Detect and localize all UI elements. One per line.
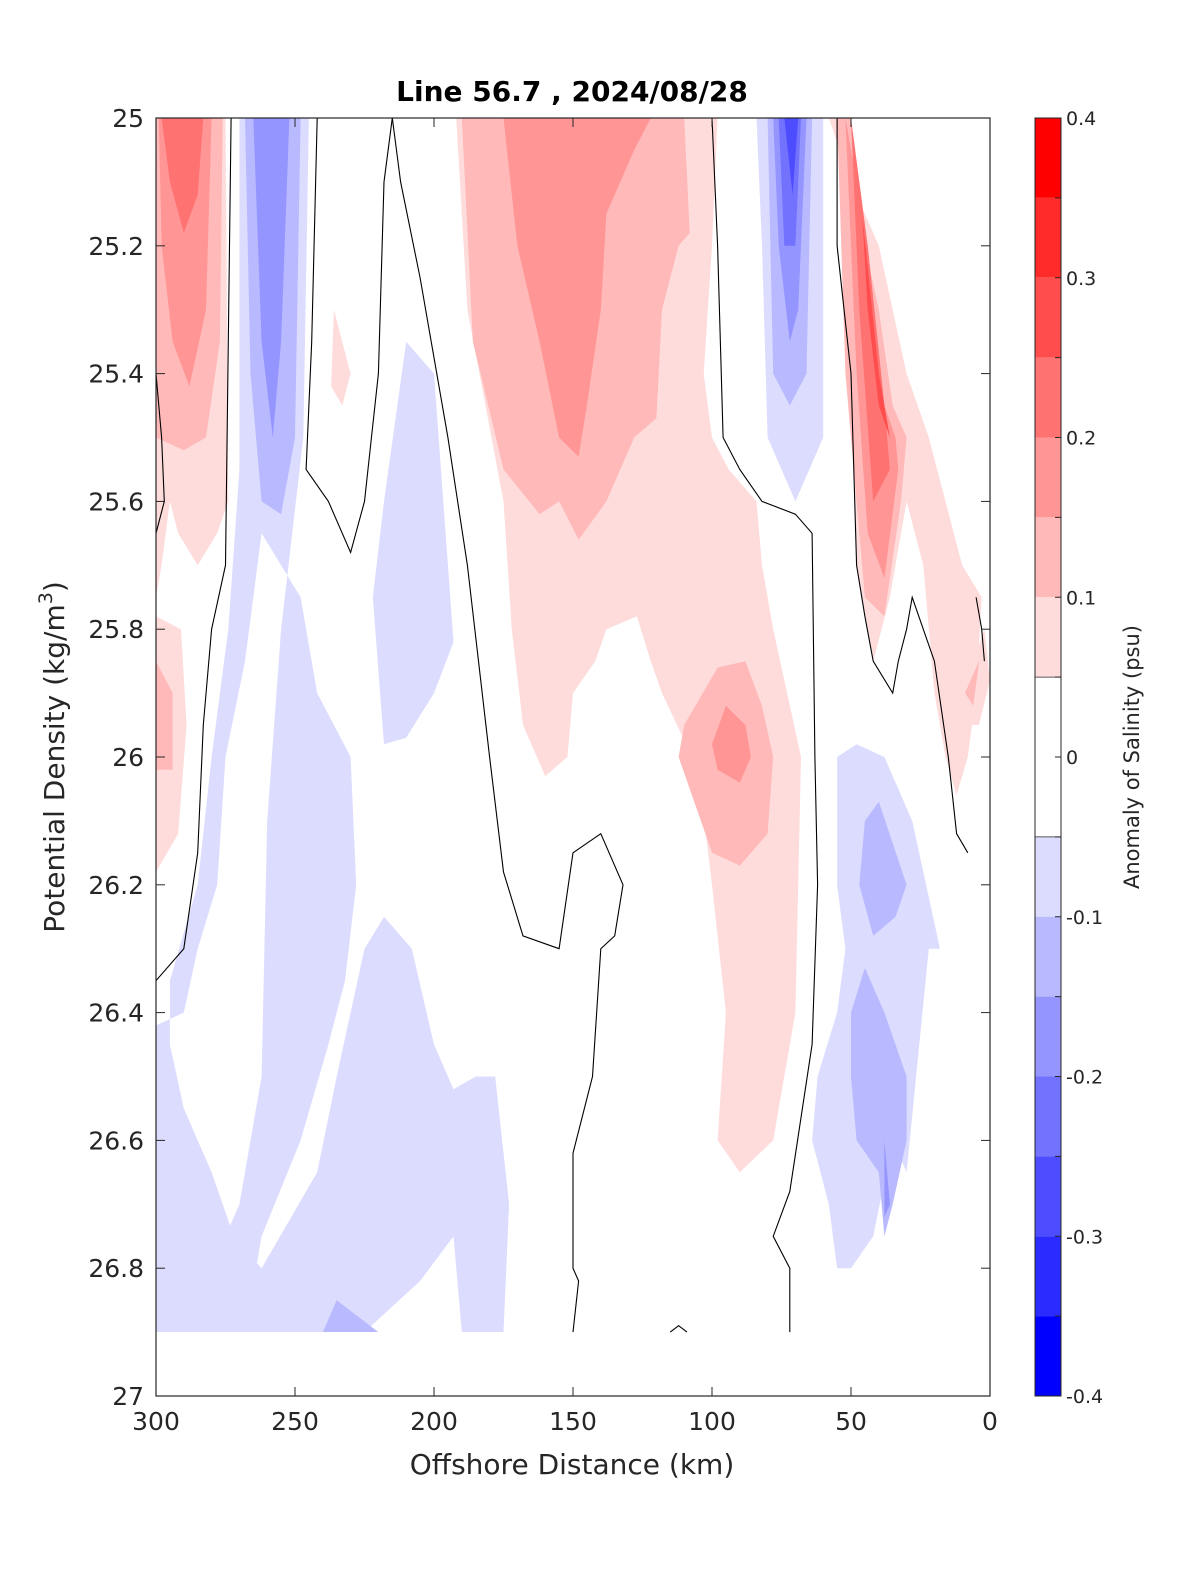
chart-title: Line 56.7 , 2024/08/28 xyxy=(396,75,748,108)
zero-contour-line xyxy=(156,118,232,982)
y-tick-label: 26.2 xyxy=(88,871,144,900)
colorbar: 0.4 0.3 0.2 0.1 0 -0.1 -0.2 -0.3 -0.4 xyxy=(1034,108,1103,1408)
colorbar-swatch xyxy=(1035,836,1061,917)
colorbar-swatch xyxy=(1035,1076,1061,1157)
y-tick-label: 26.4 xyxy=(88,999,144,1028)
zero-contour-line xyxy=(391,118,624,1333)
y-axis-title-main: Potential Density (kg/m xyxy=(38,604,71,933)
colorbar-tick-label: 0.2 xyxy=(1066,428,1096,450)
colorbar-tick-label: 0.1 xyxy=(1066,587,1096,609)
y-axis-title-close: ) xyxy=(38,581,71,592)
x-tick-label: 0 xyxy=(982,1407,998,1436)
colorbar-swatch xyxy=(1035,1236,1061,1317)
y-tick-label: 26.6 xyxy=(88,1126,144,1155)
y-tick-label: 26 xyxy=(112,743,144,772)
colorbar-swatch xyxy=(1035,277,1061,358)
colorbar-tick-label: -0.4 xyxy=(1066,1386,1103,1408)
colorbar-swatch xyxy=(1035,357,1061,438)
contour-region xyxy=(965,642,982,706)
no-data-area xyxy=(156,1332,990,1396)
contour-region xyxy=(372,341,454,745)
contour-region xyxy=(859,801,907,936)
contour-fills xyxy=(156,118,990,1396)
y-tick-label: 25.2 xyxy=(88,232,144,261)
contour-region xyxy=(784,118,799,195)
contour-region xyxy=(712,705,751,783)
colorbar-title: Anomaly of Salinity (psu) xyxy=(1120,625,1144,889)
x-axis-title: Offshore Distance (km) xyxy=(410,1448,735,1481)
contour-region xyxy=(156,118,301,1333)
x-axis: 300 250 200 150 100 50 0 xyxy=(132,118,998,1436)
y-tick-label: 25 xyxy=(112,104,144,133)
zero-contour-line xyxy=(305,118,393,555)
contour-region xyxy=(331,309,351,406)
colorbar-tick-label: -0.1 xyxy=(1066,907,1103,929)
x-tick-label: 100 xyxy=(688,1407,736,1436)
contour-region xyxy=(503,118,651,457)
contour-region xyxy=(884,1140,890,1218)
colorbar-swatch xyxy=(1035,916,1061,997)
y-tick-label: 25.8 xyxy=(88,615,144,644)
colorbar-swatch xyxy=(1035,517,1061,598)
colorbar-swatch xyxy=(1035,1316,1061,1396)
contour-region xyxy=(156,661,173,770)
colorbar-tick-label: 0.4 xyxy=(1066,108,1096,130)
colorbar-tick-label: -0.3 xyxy=(1066,1226,1103,1248)
y-axis: 25 25.2 25.4 25.6 25.8 26 26.2 26.4 26.6 26.8 27 xyxy=(88,104,990,1411)
colorbar-swatch xyxy=(1035,1156,1061,1237)
y-tick-label: 27 xyxy=(112,1382,144,1411)
colorbar-swatch xyxy=(1035,437,1061,518)
x-tick-label: 300 xyxy=(132,1407,180,1436)
x-tick-label: 250 xyxy=(271,1407,319,1436)
contour-region xyxy=(156,118,510,1333)
y-tick-label: 25.6 xyxy=(88,487,144,516)
contour-region xyxy=(322,1300,379,1333)
contour-region xyxy=(161,118,204,233)
x-tick-label: 150 xyxy=(549,1407,597,1436)
contour-region xyxy=(851,967,907,1237)
y-tick-label: 26.8 xyxy=(88,1254,144,1283)
zero-contour-line xyxy=(711,118,819,1333)
colorbar-swatch xyxy=(1035,996,1061,1077)
zero-contour-lines xyxy=(156,118,985,1333)
y-tick-label: 25.4 xyxy=(88,360,144,389)
colorbar-swatch xyxy=(1035,597,1061,678)
zero-contour-line xyxy=(669,1325,688,1333)
colorbar-swatch xyxy=(1035,118,1061,198)
zero-contour-line xyxy=(836,118,969,854)
colorbar-swatch xyxy=(1035,197,1061,278)
colorbar-tick-label: 0 xyxy=(1066,747,1078,769)
colorbar-tick-label: -0.2 xyxy=(1066,1067,1103,1089)
x-tick-label: 50 xyxy=(835,1407,867,1436)
contour-region xyxy=(253,118,290,438)
x-tick-label: 200 xyxy=(410,1407,458,1436)
colorbar-tick-label: 0.3 xyxy=(1066,268,1096,290)
y-axis-title: Potential Density (kg/m3) xyxy=(35,581,71,933)
zero-contour-line xyxy=(156,373,165,534)
y-axis-title-superscript: 3 xyxy=(35,592,57,604)
